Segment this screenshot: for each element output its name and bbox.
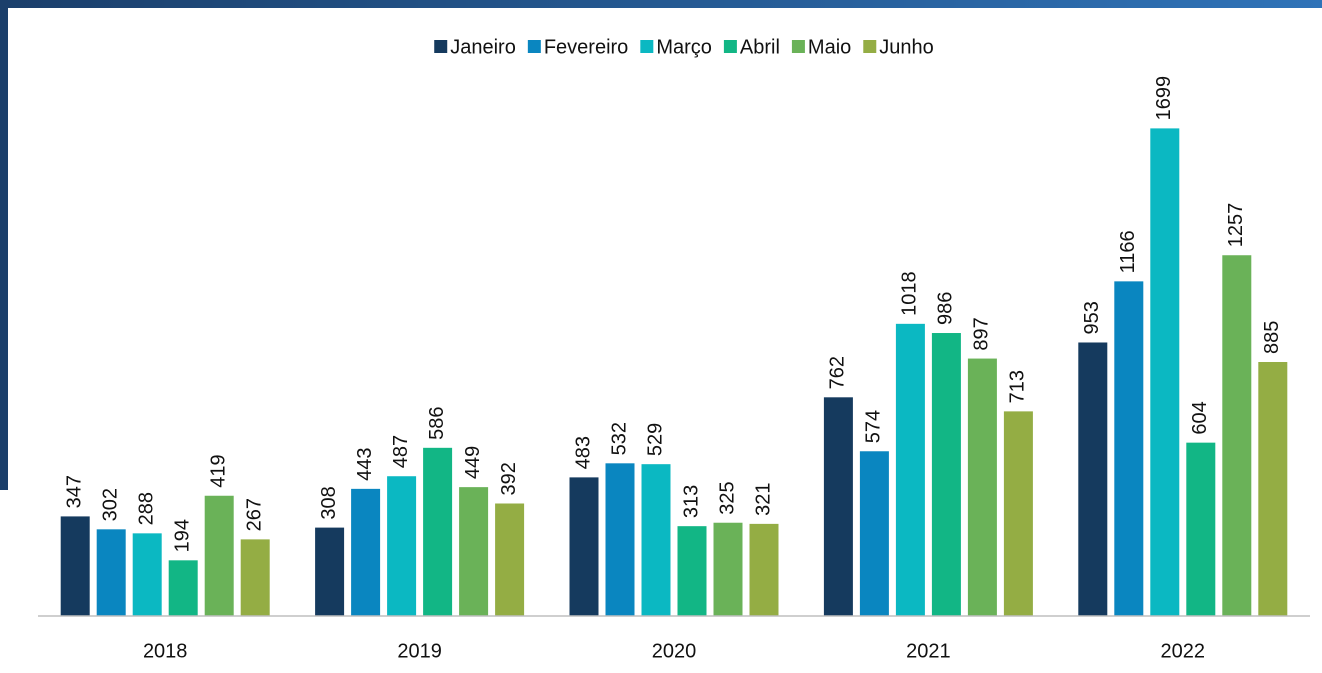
bar [1222, 255, 1252, 616]
legend-label: Maio [808, 36, 851, 58]
bar [677, 526, 707, 616]
data-label: 487 [390, 435, 412, 468]
data-label: 443 [354, 447, 376, 480]
data-label: 483 [572, 436, 594, 469]
legend-swatch [527, 40, 541, 53]
bar [1258, 362, 1288, 616]
bar [315, 527, 345, 616]
legend-label: Janeiro [450, 36, 516, 58]
x-tick-label: 2018 [143, 640, 188, 662]
side-bar [0, 0, 8, 490]
legend-swatch [863, 40, 877, 53]
bar [96, 529, 126, 616]
data-label: 325 [716, 481, 738, 514]
x-tick-label: 2019 [397, 640, 442, 662]
bar [823, 397, 853, 616]
data-label: 302 [99, 488, 121, 521]
legend-swatch [434, 40, 448, 53]
bar [859, 451, 889, 616]
data-label: 953 [1081, 301, 1103, 334]
data-label: 529 [644, 423, 666, 456]
bar [459, 487, 489, 616]
x-tick-label: 2022 [1161, 640, 1206, 662]
bar [60, 516, 90, 616]
bar [895, 323, 925, 616]
data-label: 1699 [1153, 76, 1175, 121]
bar [387, 476, 417, 616]
bar [931, 333, 961, 616]
legend-label: Junho [879, 36, 934, 58]
bar [1114, 281, 1144, 616]
bar [967, 358, 997, 616]
header-bar [0, 0, 1322, 8]
data-label: 604 [1189, 401, 1211, 434]
data-label: 713 [1007, 370, 1029, 403]
legend-label: Março [656, 36, 712, 58]
data-label: 762 [827, 356, 849, 389]
data-label: 885 [1261, 321, 1283, 354]
bar [1150, 128, 1180, 616]
data-label: 1257 [1225, 203, 1247, 248]
data-label: 321 [752, 482, 774, 515]
legend-label: Abril [740, 36, 780, 58]
legend: Janeiro Fevereiro Março Abril Maio Junho [434, 36, 934, 58]
bar [713, 522, 743, 616]
bar [351, 488, 381, 616]
data-label: 392 [498, 462, 520, 495]
bar [1078, 342, 1108, 616]
data-label: 1018 [899, 271, 921, 316]
bar [749, 523, 779, 616]
data-label: 574 [863, 410, 885, 443]
data-label: 313 [680, 485, 702, 518]
data-label: 449 [462, 446, 484, 479]
legend-swatch [640, 40, 654, 53]
data-label: 267 [243, 498, 265, 531]
data-label: 308 [318, 486, 340, 519]
data-label: 194 [171, 519, 193, 552]
data-label: 347 [63, 475, 85, 508]
data-label: 986 [935, 292, 957, 325]
bar [132, 533, 162, 616]
data-label: 1166 [1117, 230, 1139, 273]
x-tick-label: 2020 [652, 640, 697, 662]
bar [569, 477, 599, 616]
bar [1003, 411, 1033, 616]
bar [423, 447, 453, 616]
bar [605, 463, 635, 616]
data-label: 288 [135, 492, 157, 525]
bar [168, 560, 198, 616]
x-tick-label: 2021 [906, 640, 951, 662]
data-label: 897 [971, 317, 993, 350]
bar [495, 503, 525, 616]
legend-swatch [723, 40, 737, 53]
legend-swatch [791, 40, 805, 53]
legend-label: Fevereiro [544, 36, 628, 58]
data-label: 419 [207, 454, 229, 487]
bar [1186, 442, 1216, 616]
data-label: 586 [426, 406, 448, 439]
bar [641, 464, 671, 616]
bar [204, 495, 234, 616]
data-label: 532 [608, 422, 630, 455]
bar [240, 539, 270, 616]
